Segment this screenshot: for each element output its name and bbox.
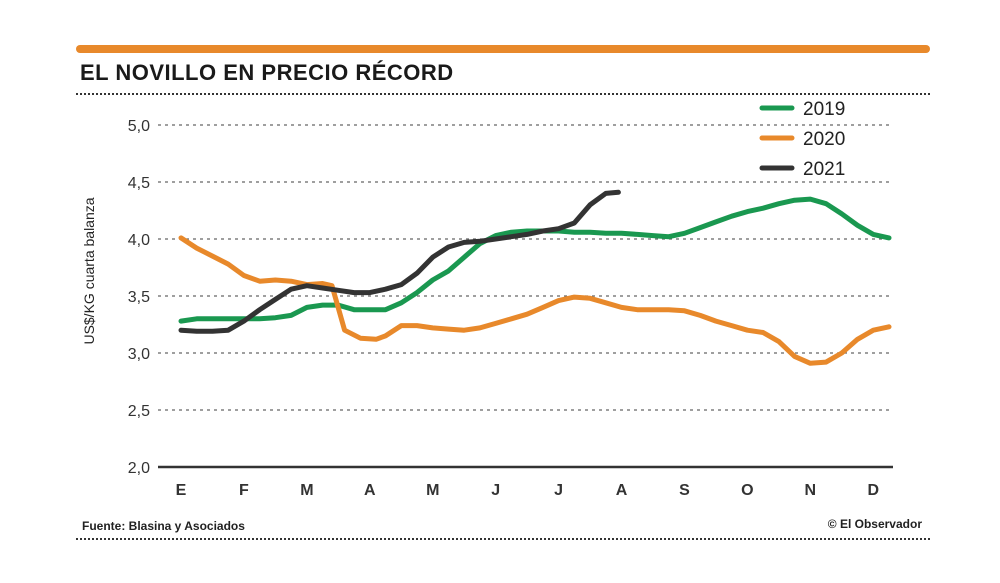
legend-label-2019: 2019 [803, 99, 845, 120]
x-tick-label: N [805, 482, 817, 499]
legend-layer: 2019 2020 2021 [759, 99, 845, 180]
credit-note: © El Observador [827, 517, 922, 531]
grid-layer [158, 124, 893, 469]
x-tick-label: F [239, 482, 249, 499]
series-layer [178, 189, 892, 366]
y-tick-label: 3,5 [128, 289, 150, 306]
source-note: Fuente: Blasina y Asociados [82, 519, 245, 533]
axis-layer: 2,0 2,5 3,0 3,5 4,0 4,5 5,0 E F M A M J J A S O N D US$/KG … [81, 118, 879, 499]
title-dotted-rule [76, 93, 930, 95]
y-tick-label: 4,5 [128, 175, 150, 192]
series-line-2021 [178, 189, 621, 334]
x-tick-label: A [364, 482, 376, 499]
legend-label-2020: 2020 [803, 129, 845, 150]
x-tick-label: E [176, 482, 187, 499]
x-tick-label: S [679, 482, 690, 499]
y-tick-label: 2,5 [128, 403, 150, 420]
x-tick-label: J [491, 482, 500, 499]
top-accent-bar [76, 45, 930, 53]
page-title: EL NOVILLO EN PRECIO RÉCORD [80, 60, 454, 85]
x-tick-label: J [554, 482, 563, 499]
y-tick-label: 4,0 [128, 232, 150, 249]
bottom-dotted-rule [76, 538, 930, 540]
x-tick-label: D [867, 482, 879, 499]
y-tick-label: 2,0 [128, 460, 150, 477]
x-tick-label: O [741, 482, 753, 499]
x-tick-label: M [300, 482, 313, 499]
y-tick-label: 5,0 [128, 118, 150, 135]
x-tick-label: A [616, 482, 628, 499]
legend-label-2021: 2021 [803, 159, 845, 180]
y-axis-label: US$/KG cuarta balanza [81, 197, 97, 344]
series-line-2020 [178, 235, 892, 366]
series-line-2019 [178, 196, 892, 324]
x-tick-label: M [426, 482, 439, 499]
y-tick-label: 3,0 [128, 346, 150, 363]
